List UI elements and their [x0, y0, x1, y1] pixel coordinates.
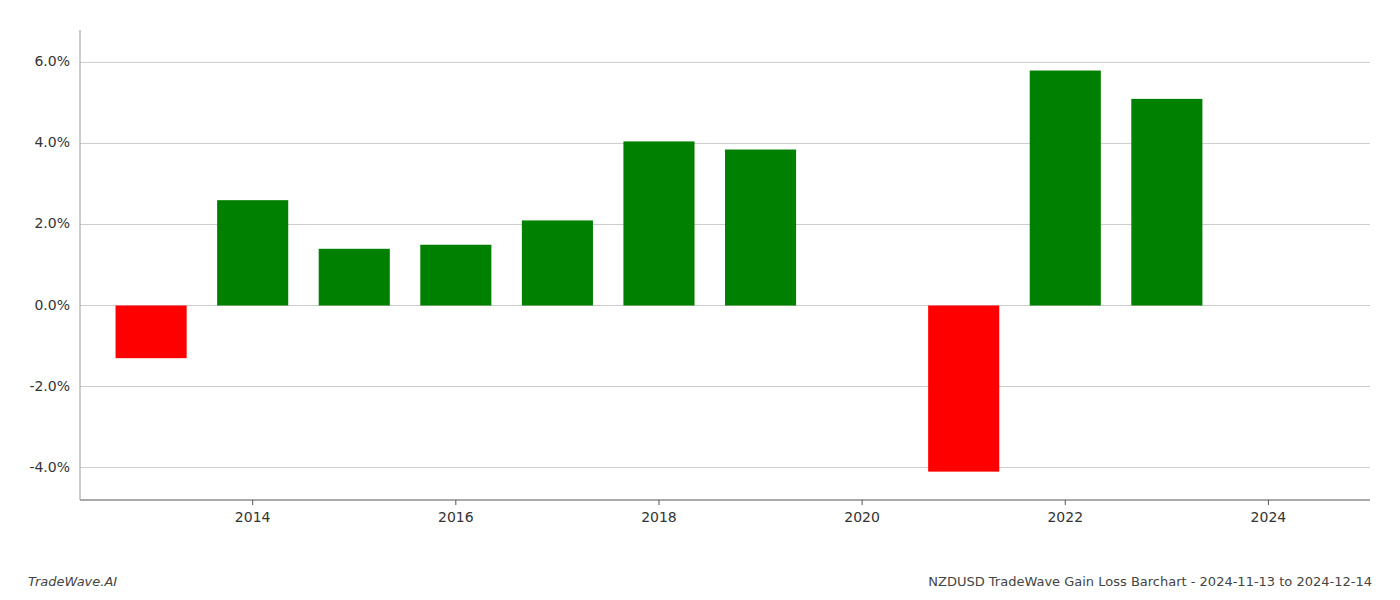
x-tick-label: 2020 — [844, 509, 880, 525]
bar — [522, 220, 593, 305]
x-tick — [1268, 500, 1269, 505]
bar — [725, 150, 796, 306]
footer-right: NZDUSD TradeWave Gain Loss Barchart - 20… — [928, 574, 1372, 589]
bars — [116, 71, 1203, 472]
y-tick-label: 4.0% — [34, 134, 70, 150]
chart-container: -4.0%-2.0%0.0%2.0%4.0%6.0%20142016201820… — [0, 0, 1400, 600]
x-tick-label: 2024 — [1251, 509, 1287, 525]
y-tick-label: -4.0% — [29, 459, 70, 475]
x-tick-label: 2022 — [1047, 509, 1083, 525]
x-tick — [252, 500, 253, 505]
x-tick-label: 2018 — [641, 509, 677, 525]
chart-svg: -4.0%-2.0%0.0%2.0%4.0%6.0%20142016201820… — [0, 0, 1400, 600]
grid-line — [80, 467, 1370, 468]
bar — [116, 306, 187, 359]
y-tick-labels: -4.0% -2.0% 0.0% 2.0% 4.0% 6.0% — [29, 53, 70, 474]
bar — [319, 249, 390, 306]
x-tick — [658, 500, 659, 505]
x-ticks: 2014 2016 2018 2020 2022 2024 — [235, 500, 1286, 525]
bar — [217, 200, 288, 305]
y-tick-label: 2.0% — [34, 215, 70, 231]
bar — [420, 245, 491, 306]
y-grid — [80, 62, 1370, 467]
x-tick-label: 2016 — [438, 509, 474, 525]
grid-line — [80, 62, 1370, 63]
footer-left: TradeWave.AI — [28, 574, 117, 589]
bar — [623, 141, 694, 305]
bar — [1131, 99, 1202, 306]
bar — [928, 306, 999, 472]
y-tick-label: 6.0% — [34, 53, 70, 69]
bar — [1030, 71, 1101, 306]
y-axis-line — [80, 30, 81, 500]
x-tick — [455, 500, 456, 505]
y-tick-label: -2.0% — [29, 378, 70, 394]
x-axis-line — [80, 500, 1370, 501]
x-tick — [1065, 500, 1066, 505]
y-tick-label: 0.0% — [34, 297, 70, 313]
grid-line — [80, 386, 1370, 387]
x-tick-label: 2014 — [235, 509, 271, 525]
x-tick — [862, 500, 863, 505]
